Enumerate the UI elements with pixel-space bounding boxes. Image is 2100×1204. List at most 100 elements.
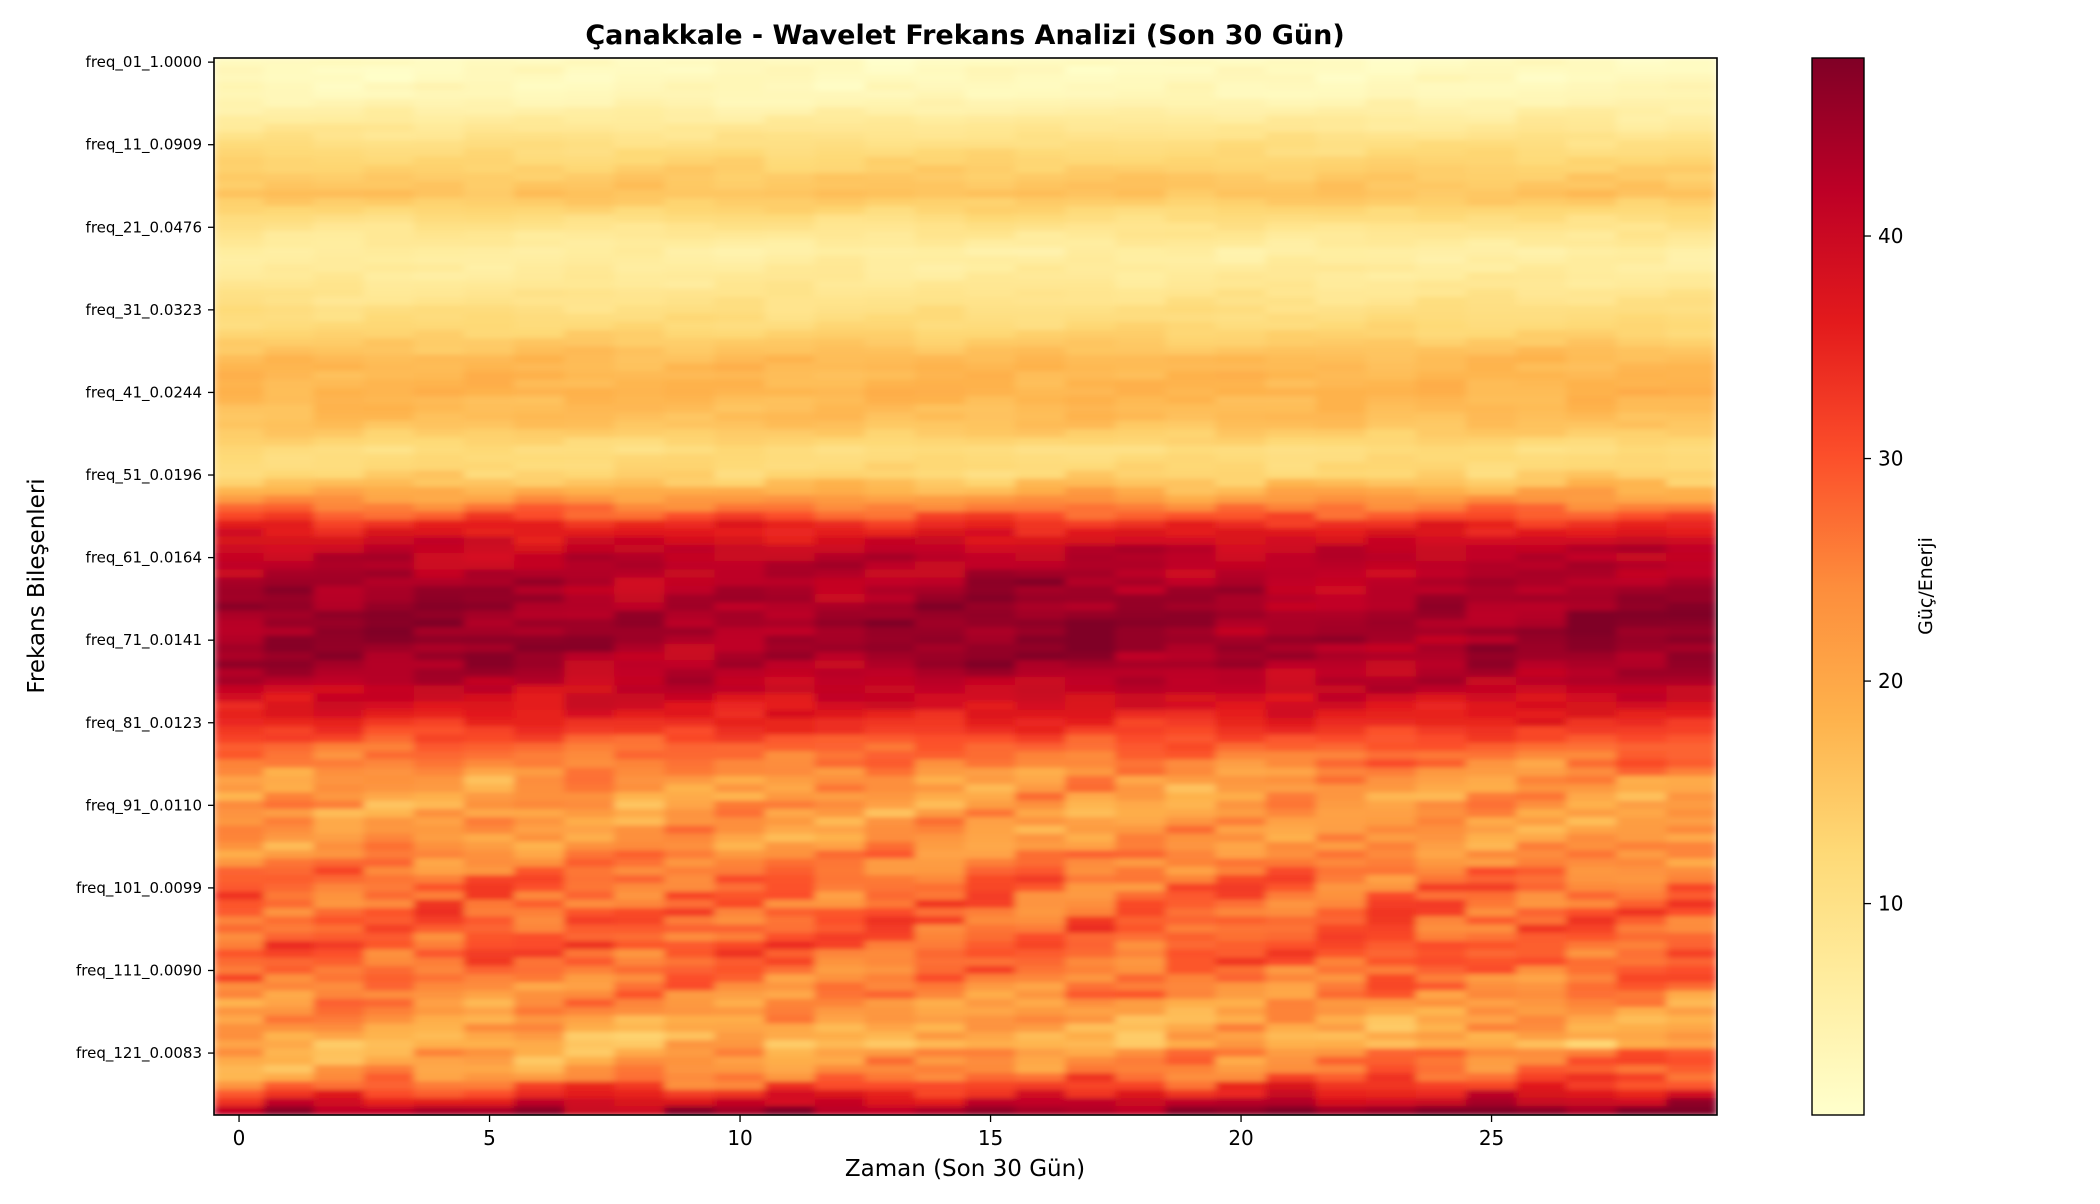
heatmap-cell: [1165, 503, 1217, 513]
heatmap-cell: [214, 346, 265, 356]
heatmap-cell: [1566, 131, 1618, 142]
heatmap-cell: [1466, 239, 1518, 249]
heatmap-cell: [1516, 660, 1568, 670]
heatmap-cell: [864, 503, 916, 513]
heatmap-cell: [263, 800, 315, 810]
heatmap-cell: [413, 206, 465, 216]
heatmap-cell: [1115, 420, 1167, 431]
heatmap-cell: [914, 701, 966, 711]
heatmap-cell: [514, 173, 566, 183]
heatmap-cell: [363, 1023, 415, 1033]
heatmap-cell: [1415, 197, 1467, 208]
heatmap-cell: [464, 90, 516, 100]
heatmap-cell: [363, 957, 415, 967]
heatmap-cell: [514, 288, 566, 298]
heatmap-cell: [1566, 619, 1618, 629]
heatmap-cell: [965, 338, 1017, 348]
heatmap-cell: [1215, 354, 1267, 365]
colorbar-tick-label: 40: [1878, 224, 1903, 248]
heatmap-cell: [564, 949, 616, 959]
heatmap-cell: [1616, 718, 1668, 728]
x-tick-label: 15: [978, 1126, 1003, 1150]
heatmap-cell: [464, 652, 516, 662]
heatmap-cell: [614, 288, 666, 298]
heatmap-cell: [1365, 296, 1417, 307]
heatmap-cell: [363, 272, 415, 282]
heatmap-cell: [1115, 495, 1167, 505]
heatmap-cell: [965, 1056, 1017, 1066]
heatmap-cell: [1566, 594, 1618, 604]
heatmap-cell: [363, 875, 415, 885]
heatmap-cell: [1315, 1040, 1367, 1050]
heatmap-cell: [1165, 627, 1217, 637]
heatmap-cell: [1566, 627, 1618, 637]
heatmap-cell: [1165, 924, 1217, 934]
heatmap-cell: [1666, 528, 1717, 538]
heatmap-cell: [1165, 396, 1217, 406]
heatmap-cell: [564, 883, 616, 893]
heatmap-cell: [263, 594, 315, 604]
heatmap-cell: [965, 230, 1017, 241]
heatmap-cell: [1215, 462, 1267, 472]
heatmap-cell: [1666, 908, 1717, 918]
heatmap-cell: [965, 346, 1017, 356]
heatmap-cell: [1065, 784, 1117, 794]
heatmap-cell: [1666, 825, 1717, 835]
heatmap-cell: [313, 404, 365, 414]
heatmap-cell: [413, 643, 465, 654]
heatmap-cell: [1065, 239, 1117, 249]
heatmap-cell: [764, 404, 816, 414]
heatmap-cell: [1315, 602, 1367, 612]
heatmap-cell: [1616, 437, 1668, 447]
heatmap-cell: [413, 676, 465, 687]
heatmap-cell: [1165, 82, 1217, 92]
heatmap-cell: [714, 990, 766, 1000]
heatmap-cell: [263, 346, 315, 356]
heatmap-cell: [914, 528, 966, 538]
heatmap-cell: [464, 759, 516, 769]
heatmap-cell: [714, 759, 766, 769]
heatmap-cell: [1616, 808, 1668, 819]
heatmap-cell: [764, 751, 816, 761]
heatmap-cell: [1315, 404, 1367, 414]
heatmap-cell: [263, 875, 315, 885]
x-tick-label: 25: [1479, 1126, 1504, 1150]
heatmap-cell: [614, 866, 666, 877]
heatmap-cell: [1015, 569, 1067, 579]
heatmap-cell: [1616, 98, 1668, 109]
heatmap-cell: [1315, 65, 1367, 76]
heatmap-cell: [1065, 998, 1117, 1009]
heatmap-cell: [1616, 982, 1668, 992]
heatmap-cell: [464, 685, 516, 695]
heatmap-cell: [1566, 445, 1618, 455]
heatmap-cell: [313, 784, 365, 794]
heatmap-cell: [1415, 98, 1467, 109]
heatmap-cell: [564, 98, 616, 109]
heatmap-cell: [1566, 420, 1618, 431]
colorbar: [1811, 57, 1865, 1116]
heatmap-cell: [1466, 164, 1518, 175]
heatmap-cell: [914, 470, 966, 480]
heatmap-cell: [1466, 478, 1518, 488]
heatmap-cell: [413, 552, 465, 563]
heatmap-cell: [1315, 330, 1367, 340]
heatmap-cell: [363, 1073, 415, 1083]
heatmap-cell: [864, 528, 916, 538]
heatmap-cell: [464, 495, 516, 505]
heatmap-cell: [263, 1015, 315, 1025]
heatmap-cell: [864, 800, 916, 810]
heatmap-cell: [664, 74, 716, 84]
heatmap-cell: [614, 685, 666, 695]
heatmap-cell: [1015, 478, 1067, 488]
heatmap-cell: [263, 98, 315, 109]
heatmap-cell: [1115, 635, 1167, 645]
heatmap-cell: [313, 916, 365, 926]
heatmap-cell: [1015, 363, 1067, 373]
heatmap-cell: [514, 478, 566, 488]
heatmap-cell: [514, 965, 566, 976]
heatmap-cell: [1415, 140, 1467, 150]
heatmap-cell: [814, 115, 866, 125]
heatmap-cell: [214, 445, 265, 455]
heatmap-cell: [1015, 775, 1067, 786]
heatmap-cell: [1616, 313, 1668, 323]
